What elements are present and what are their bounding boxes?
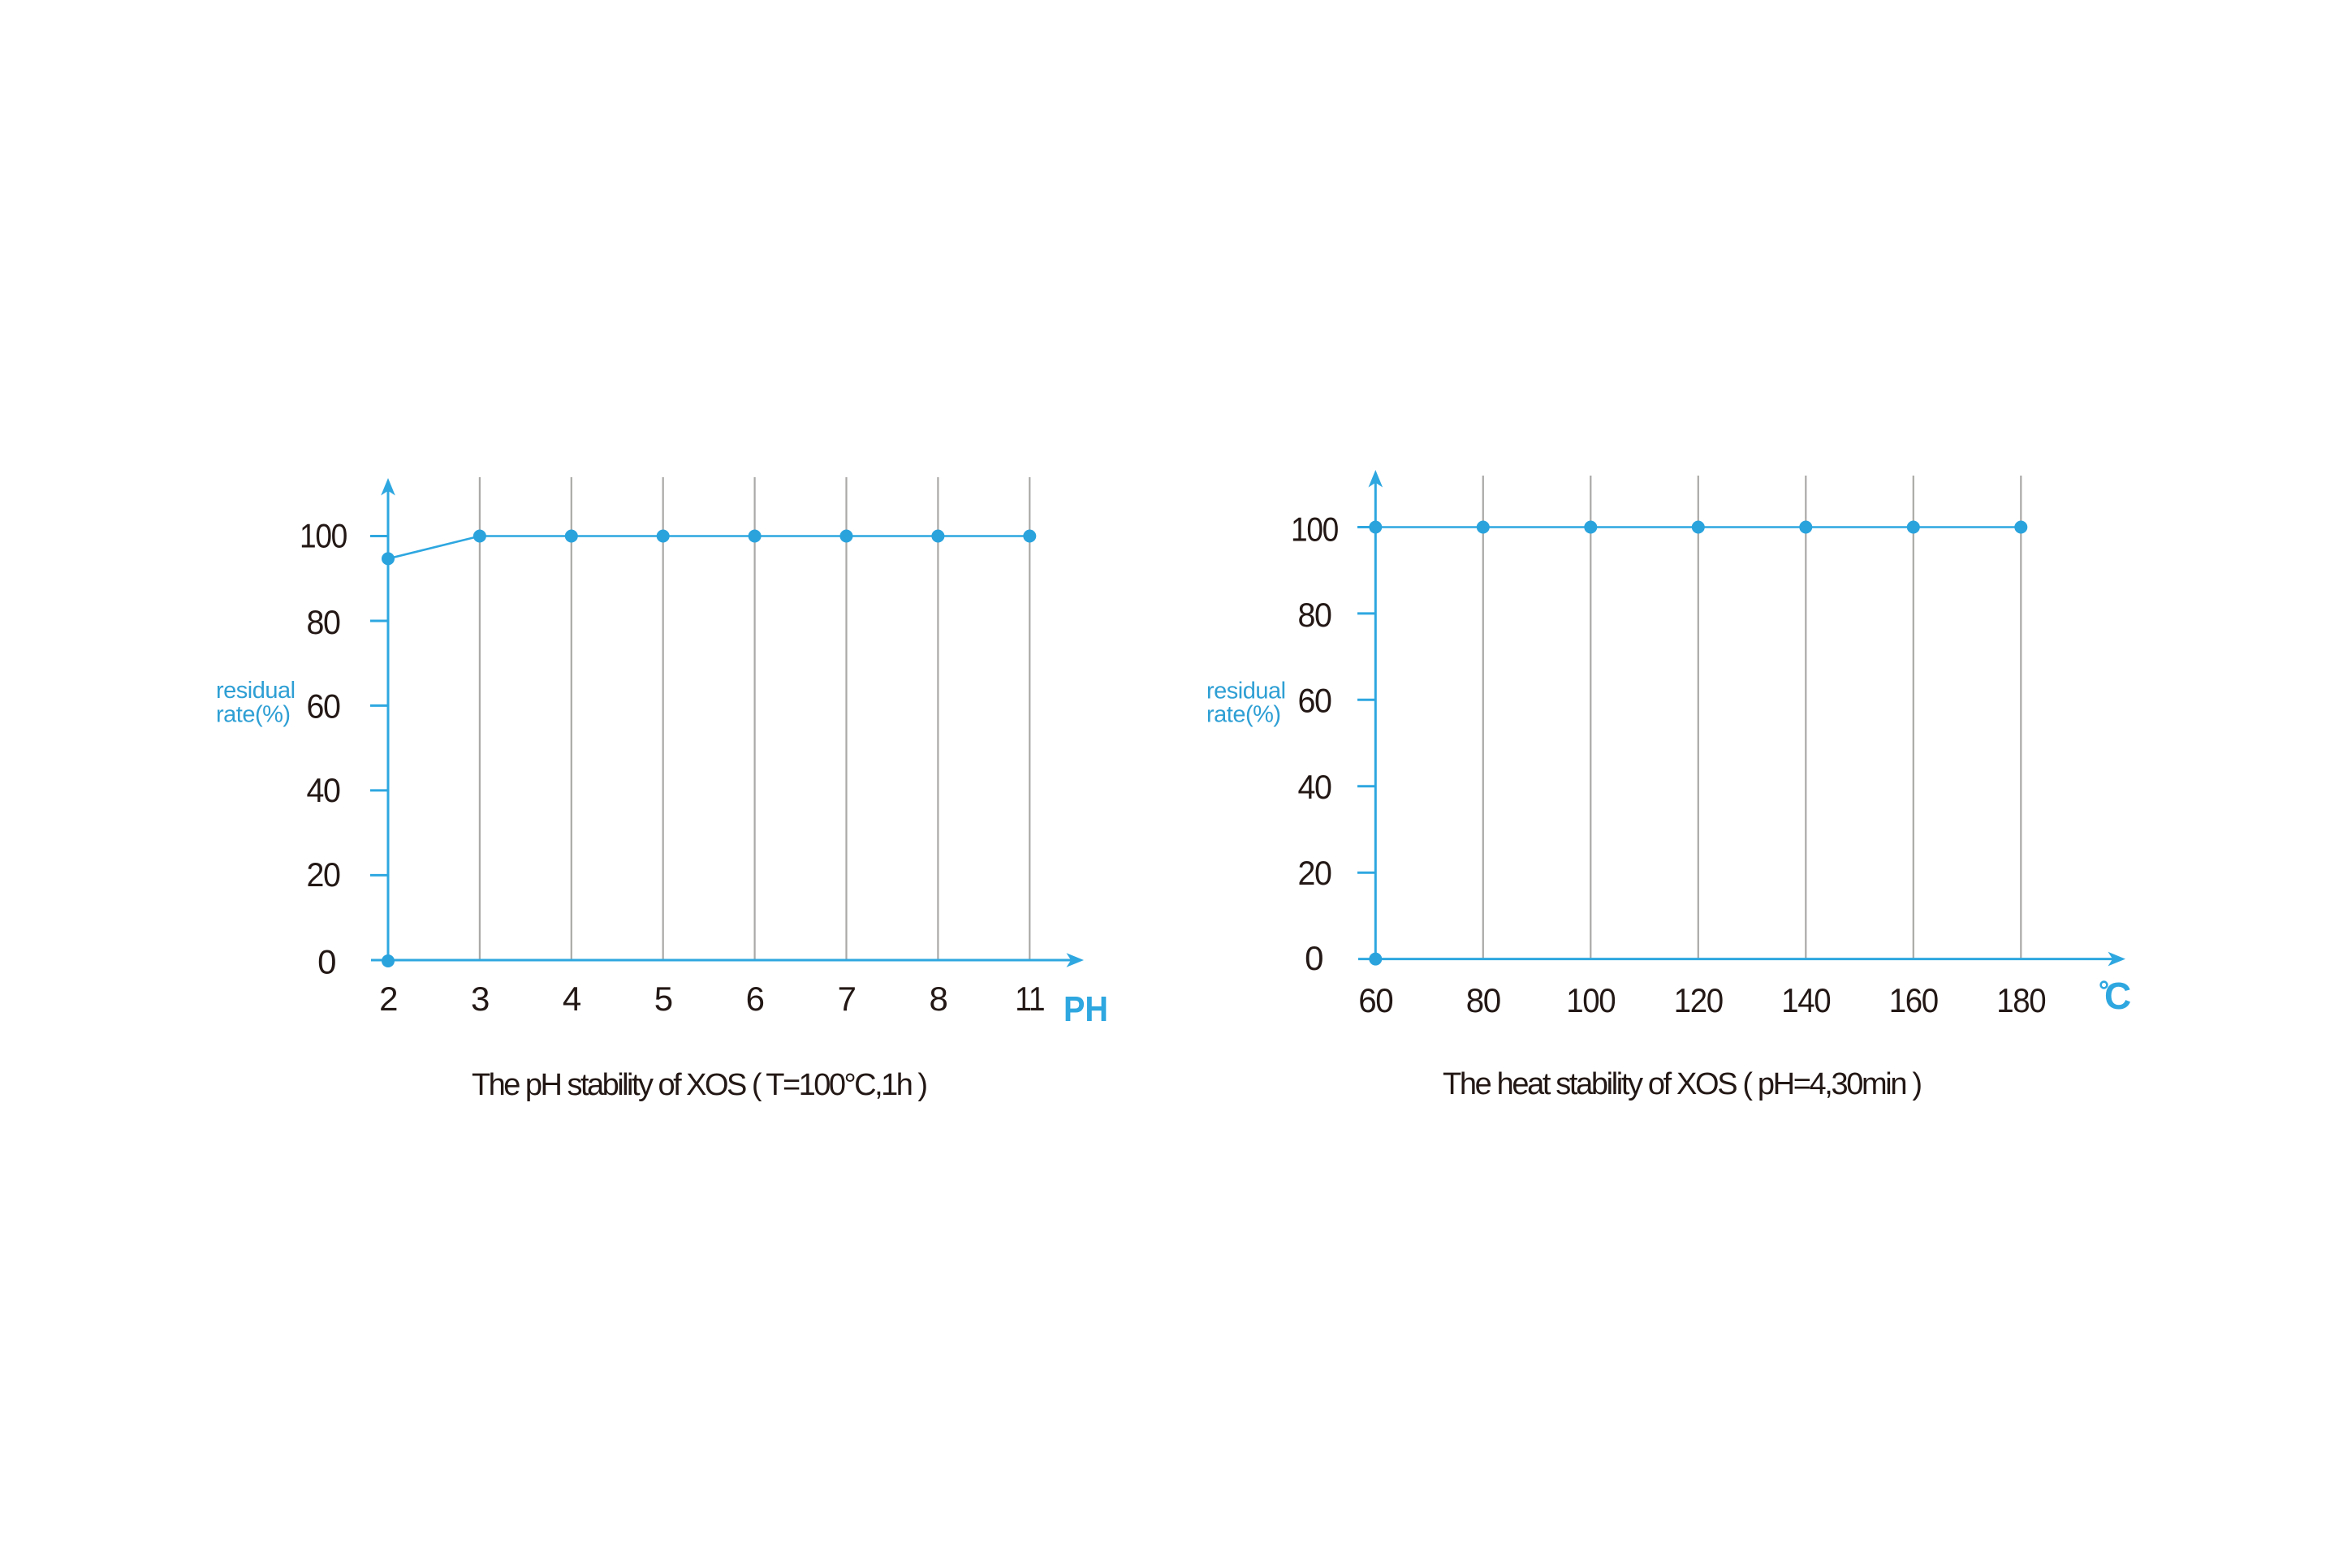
svg-text:80: 80	[307, 603, 340, 641]
svg-text:100: 100	[1566, 981, 1615, 1019]
svg-text:5: 5	[654, 980, 672, 1018]
svg-text:100: 100	[300, 516, 347, 554]
svg-text:80: 80	[1298, 596, 1331, 634]
svg-text:60: 60	[1298, 682, 1331, 720]
svg-text:rate(%): rate(%)	[1206, 702, 1281, 728]
svg-text:80: 80	[1466, 981, 1500, 1019]
svg-text:40: 40	[307, 771, 340, 809]
svg-text:8: 8	[929, 980, 947, 1018]
svg-text:The heat stability of XOS ( pH: The heat stability of XOS ( pH=4,30min )	[1443, 1067, 1922, 1101]
svg-text:11: 11	[1015, 980, 1044, 1018]
svg-text:PH: PH	[1064, 989, 1108, 1029]
svg-text:140: 140	[1781, 981, 1830, 1019]
svg-text:residual: residual	[1206, 678, 1286, 704]
svg-text:180: 180	[1996, 981, 2045, 1019]
svg-text:3: 3	[471, 980, 489, 1018]
svg-text:rate(%): rate(%)	[216, 702, 291, 728]
svg-text:120: 120	[1674, 981, 1723, 1019]
svg-text:4: 4	[563, 980, 581, 1018]
svg-text:20: 20	[1298, 854, 1331, 892]
svg-text:2: 2	[379, 980, 397, 1018]
svg-text:7: 7	[838, 980, 856, 1018]
svg-text:0: 0	[317, 943, 335, 981]
svg-text:6: 6	[746, 980, 764, 1018]
svg-text:100: 100	[1291, 510, 1338, 549]
svg-text:0: 0	[1305, 939, 1323, 977]
svg-text:160: 160	[1889, 981, 1938, 1019]
svg-text:C: C	[2104, 975, 2131, 1017]
svg-text:60: 60	[307, 687, 340, 726]
svg-text:60: 60	[1358, 981, 1392, 1019]
svg-text:40: 40	[1298, 768, 1331, 806]
svg-text:20: 20	[307, 855, 340, 894]
svg-text:The pH stability of XOS ( T=10: The pH stability of XOS ( T=100°C,1h )	[472, 1068, 928, 1102]
svg-text:residual: residual	[216, 678, 296, 704]
